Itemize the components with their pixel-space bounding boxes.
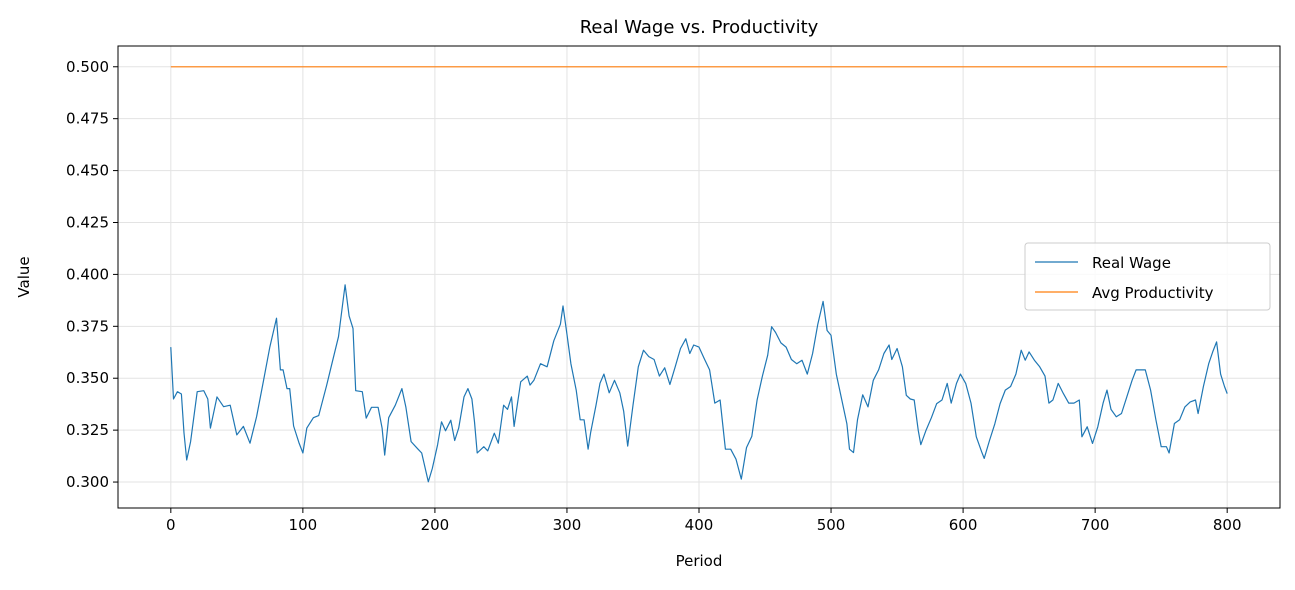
y-tick-label: 0.375 <box>66 317 109 335</box>
y-axis: 0.300 0.325 0.350 0.375 0.400 0.425 0.450 0.475… <box>66 58 118 491</box>
y-tick-label: 0.350 <box>66 369 109 387</box>
x-tick-label: 300 <box>553 516 582 534</box>
y-tick-label: 0.400 <box>66 265 109 283</box>
y-tick-label: 0.425 <box>66 213 109 231</box>
x-axis-label: Period <box>676 552 723 570</box>
x-tick-label: 700 <box>1081 516 1110 534</box>
x-axis: 0 100 200 300 400 500 600 700 800 <box>166 508 1242 534</box>
y-tick-label: 0.450 <box>66 162 109 180</box>
legend-label-avg-productivity: Avg Productivity <box>1092 284 1214 302</box>
y-axis-label: Value <box>15 256 33 297</box>
x-tick-label: 800 <box>1213 516 1242 534</box>
chart-title: Real Wage vs. Productivity <box>580 17 819 38</box>
x-tick-label: 200 <box>421 516 450 534</box>
x-tick-label: 400 <box>685 516 714 534</box>
x-tick-label: 0 <box>166 516 176 534</box>
legend-label-real-wage: Real Wage <box>1092 254 1171 272</box>
x-tick-label: 100 <box>289 516 318 534</box>
x-tick-label: 500 <box>817 516 846 534</box>
legend: Real Wage Avg Productivity <box>1024 242 1271 311</box>
y-tick-label: 0.500 <box>66 58 109 76</box>
x-tick-label: 600 <box>949 516 978 534</box>
y-tick-label: 0.475 <box>66 110 109 128</box>
legend-box <box>1024 242 1271 311</box>
series-lines <box>170 66 1228 483</box>
series-line-real-wage <box>170 284 1228 483</box>
y-tick-label: 0.300 <box>66 473 109 491</box>
y-tick-label: 0.325 <box>66 421 109 439</box>
